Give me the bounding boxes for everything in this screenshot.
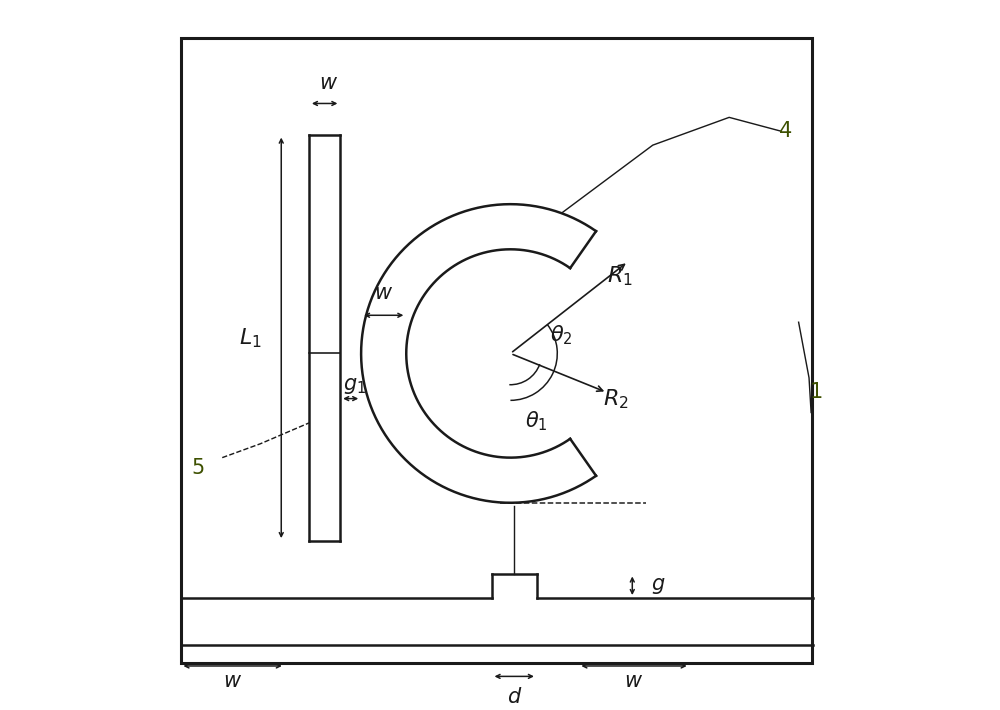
Text: $w$: $w$ [319,72,338,92]
Text: $w$: $w$ [374,283,393,303]
Text: $g_1$: $g_1$ [343,376,366,396]
Text: $R_1$: $R_1$ [607,265,633,288]
Text: 4: 4 [779,121,793,141]
Text: $g$: $g$ [651,576,666,596]
Text: $\theta_2$: $\theta_2$ [550,324,573,347]
Text: 1: 1 [809,382,823,402]
Text: $\theta_1$: $\theta_1$ [525,410,548,433]
Text: $L_1$: $L_1$ [239,326,261,349]
Text: $w$: $w$ [223,671,242,692]
Text: $w$: $w$ [624,671,644,692]
Text: $d$: $d$ [507,687,522,707]
Text: 5: 5 [191,458,205,478]
Text: $R_2$: $R_2$ [603,388,628,411]
